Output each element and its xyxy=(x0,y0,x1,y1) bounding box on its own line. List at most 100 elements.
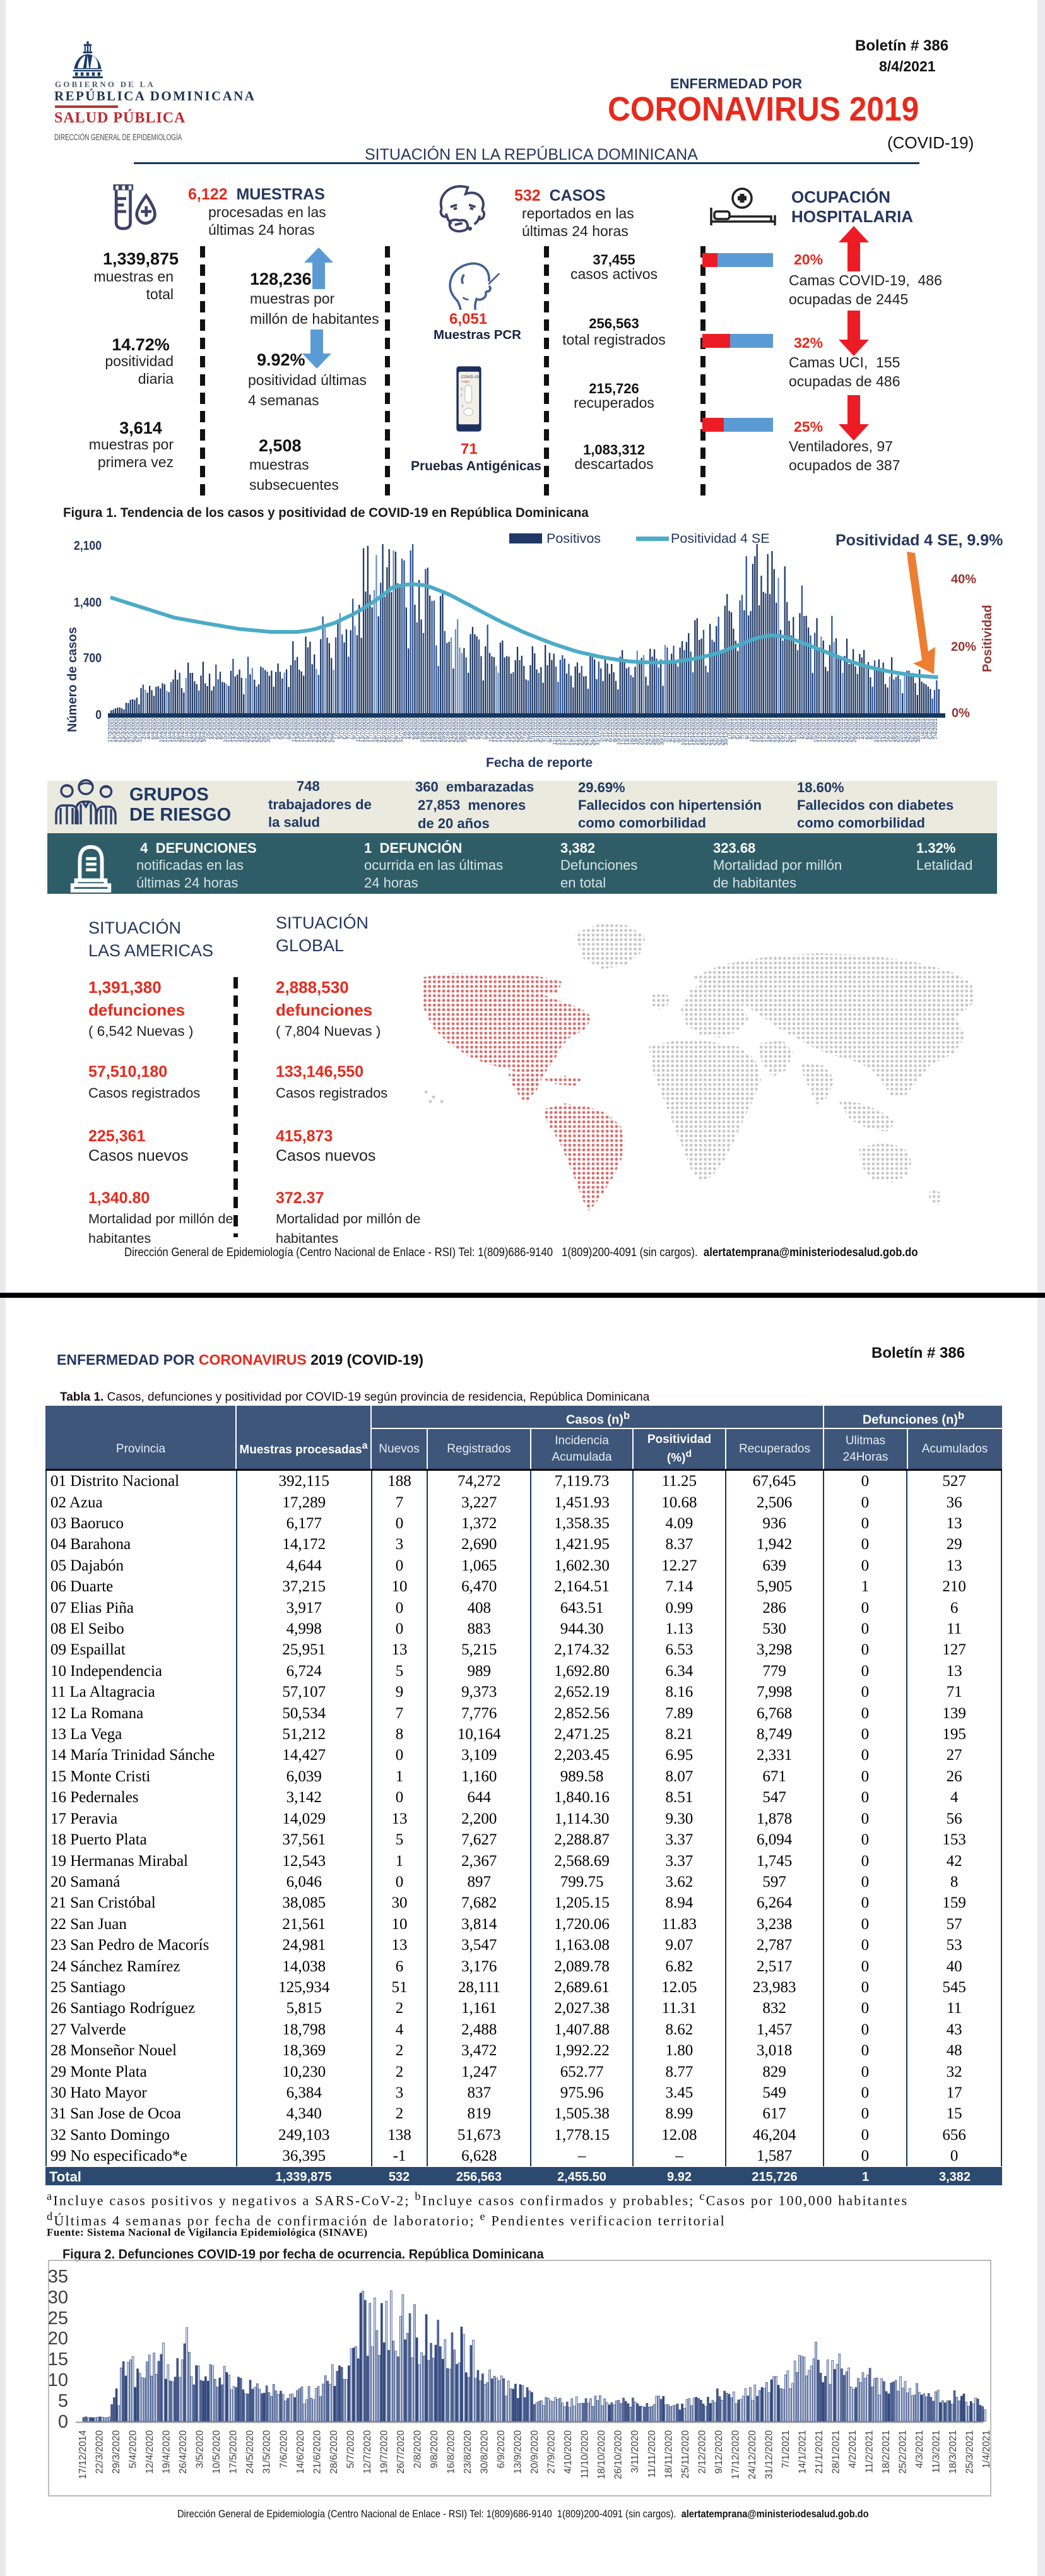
svg-text:22/3/2021: 22/3/2021 xyxy=(898,718,904,742)
svg-text:9/7/2020: 9/7/2020 xyxy=(350,718,357,740)
svg-text:24/12/2020: 24/12/2020 xyxy=(747,2430,758,2479)
svg-text:20/8/2020: 20/8/2020 xyxy=(440,718,447,742)
svg-text:26/7/2020: 26/7/2020 xyxy=(396,2430,406,2474)
svg-text:5: 5 xyxy=(58,2391,68,2411)
svg-text:19/4/2020: 19/4/2020 xyxy=(162,2430,172,2474)
svg-text:18/8/2020: 18/8/2020 xyxy=(436,718,442,742)
svg-text:23/6/2020: 23/6/2020 xyxy=(316,718,322,742)
svg-text:4/4/2020: 4/4/2020 xyxy=(145,718,151,740)
svg-text:23/7/2020: 23/7/2020 xyxy=(381,718,387,742)
svg-text:21/3/2020: 21/3/2020 xyxy=(115,718,122,742)
svg-text:21/10/2020: 21/10/2020 xyxy=(573,718,579,745)
svg-text:31/5/2020: 31/5/2020 xyxy=(262,2430,273,2474)
svg-text:12/3/2021: 12/3/2021 xyxy=(877,718,883,742)
svg-text:25/10/2020: 25/10/2020 xyxy=(581,718,587,745)
svg-text:2/4/2020: 2/4/2020 xyxy=(141,718,147,740)
svg-text:14/5/2020: 14/5/2020 xyxy=(231,718,237,742)
svg-text:7/1/2021: 7/1/2021 xyxy=(740,718,746,740)
svg-text:9/9/2020: 9/9/2020 xyxy=(483,718,490,740)
svg-text:27/6/2020: 27/6/2020 xyxy=(325,718,331,742)
svg-text:6/3/2021: 6/3/2021 xyxy=(864,718,870,740)
svg-text:20/4/2020: 20/4/2020 xyxy=(179,718,186,742)
svg-text:27/10/2020: 27/10/2020 xyxy=(586,718,592,745)
svg-text:25: 25 xyxy=(48,2308,68,2329)
svg-text:3/9/2020: 3/9/2020 xyxy=(470,718,476,740)
svg-text:30/8/2020: 30/8/2020 xyxy=(462,718,468,742)
svg-text:2/3/2021: 2/3/2021 xyxy=(855,718,861,740)
svg-text:28/11/2020: 28/11/2020 xyxy=(654,718,661,745)
svg-text:16/4/2020: 16/4/2020 xyxy=(171,718,177,742)
svg-text:6/11/2020: 6/11/2020 xyxy=(607,718,613,742)
svg-text:Antigen: Antigen xyxy=(461,380,470,383)
svg-text:26/4/2020: 26/4/2020 xyxy=(178,2430,189,2474)
svg-text:20/12/2020: 20/12/2020 xyxy=(701,718,707,745)
svg-text:22/11/2020: 22/11/2020 xyxy=(641,718,647,745)
svg-text:25/1/2021: 25/1/2021 xyxy=(778,718,784,742)
svg-text:13/9/2020: 13/9/2020 xyxy=(513,2430,524,2474)
svg-text:17/7/2020: 17/7/2020 xyxy=(368,718,374,742)
svg-text:31/10/2020: 31/10/2020 xyxy=(594,718,601,745)
svg-text:11/11/2020: 11/11/2020 xyxy=(647,2430,658,2478)
svg-text:6/9/2020: 6/9/2020 xyxy=(496,2430,507,2469)
svg-text:15/7/2020: 15/7/2020 xyxy=(363,718,370,742)
svg-text:21/1/2021: 21/1/2021 xyxy=(770,718,776,742)
svg-text:26/10/2020: 26/10/2020 xyxy=(613,2430,624,2479)
svg-text:14/8/2020: 14/8/2020 xyxy=(427,718,434,742)
svg-text:24/8/2020: 24/8/2020 xyxy=(449,718,455,742)
svg-text:7/6/2020: 7/6/2020 xyxy=(278,2430,289,2469)
svg-text:3/11/2020: 3/11/2020 xyxy=(630,2430,641,2473)
svg-text:29/1/2021: 29/1/2021 xyxy=(787,718,793,742)
svg-text:18/5/2020: 18/5/2020 xyxy=(239,718,245,742)
svg-text:14/6/2020: 14/6/2020 xyxy=(295,2430,306,2474)
svg-text:3/5/2020: 3/5/2020 xyxy=(195,2430,206,2469)
svg-text:25/9/2020: 25/9/2020 xyxy=(517,718,524,742)
svg-text:29/9/2020: 29/9/2020 xyxy=(526,718,532,742)
svg-text:13/9/2020: 13/9/2020 xyxy=(492,718,498,742)
svg-text:21/9/2020: 21/9/2020 xyxy=(509,718,515,742)
svg-text:6/2/2021: 6/2/2021 xyxy=(804,718,810,740)
svg-text:31/12/2020: 31/12/2020 xyxy=(764,2430,774,2479)
svg-text:12/4/2020: 12/4/2020 xyxy=(162,718,168,742)
svg-text:25/3/2020: 25/3/2020 xyxy=(124,718,130,742)
svg-text:18/3/2021: 18/3/2021 xyxy=(948,2430,959,2474)
svg-text:10/3/2021: 10/3/2021 xyxy=(872,718,878,742)
svg-text:26/5/2020: 26/5/2020 xyxy=(256,718,263,742)
svg-text:7/4/2021: 7/4/2021 xyxy=(932,718,938,740)
svg-text:18/2/2021: 18/2/2021 xyxy=(830,718,836,742)
svg-text:28/3/2021: 28/3/2021 xyxy=(911,718,917,742)
svg-text:4/3/2021: 4/3/2021 xyxy=(914,2430,925,2468)
svg-text:22/12/2020: 22/12/2020 xyxy=(706,718,712,745)
svg-text:6/12/2020: 6/12/2020 xyxy=(671,718,678,742)
svg-text:27/7/2020: 27/7/2020 xyxy=(389,718,395,742)
svg-text:11/3/2021: 11/3/2021 xyxy=(931,2430,942,2473)
svg-text:9/8/2020: 9/8/2020 xyxy=(429,2430,440,2469)
svg-text:18/11/2020: 18/11/2020 xyxy=(633,718,639,745)
svg-text:8/5/2020: 8/5/2020 xyxy=(218,718,224,740)
svg-text:13/1/2021: 13/1/2021 xyxy=(753,718,759,742)
svg-text:12/12/2020: 12/12/2020 xyxy=(684,718,690,745)
svg-text:24/5/2020: 24/5/2020 xyxy=(252,718,259,742)
svg-text:2/12/2020: 2/12/2020 xyxy=(663,718,669,742)
svg-text:18/11/2020: 18/11/2020 xyxy=(663,2430,674,2479)
svg-text:7/1/2021: 7/1/2021 xyxy=(781,2430,791,2468)
svg-text:17/12/2020: 17/12/2020 xyxy=(730,2430,741,2479)
svg-text:10: 10 xyxy=(48,2370,68,2390)
svg-text:24/12/2020: 24/12/2020 xyxy=(710,718,716,745)
svg-text:31/7/2020: 31/7/2020 xyxy=(398,718,404,742)
svg-text:2/11/2020: 2/11/2020 xyxy=(599,718,605,742)
svg-text:15: 15 xyxy=(48,2349,68,2370)
svg-text:27/9/2020: 27/9/2020 xyxy=(522,718,528,742)
svg-text:25/3/2021: 25/3/2021 xyxy=(965,2430,976,2474)
svg-text:6/5/2020: 6/5/2020 xyxy=(214,718,220,740)
svg-text:21/6/2020: 21/6/2020 xyxy=(312,718,318,742)
svg-text:5/7/2020: 5/7/2020 xyxy=(342,718,348,740)
svg-text:9/12/2020: 9/12/2020 xyxy=(714,2430,724,2474)
svg-text:17/9/2020: 17/9/2020 xyxy=(500,718,507,742)
svg-text:3/4/2021: 3/4/2021 xyxy=(924,718,930,740)
svg-text:5/4/2020: 5/4/2020 xyxy=(128,2430,139,2469)
svg-text:10/5/2020: 10/5/2020 xyxy=(211,2430,222,2474)
svg-text:19/7/2020: 19/7/2020 xyxy=(379,2430,389,2474)
svg-text:5/4/2021: 5/4/2021 xyxy=(928,718,934,740)
svg-text:11/2/2021: 11/2/2021 xyxy=(865,2430,875,2473)
svg-text:28/1/2021: 28/1/2021 xyxy=(831,2430,842,2474)
